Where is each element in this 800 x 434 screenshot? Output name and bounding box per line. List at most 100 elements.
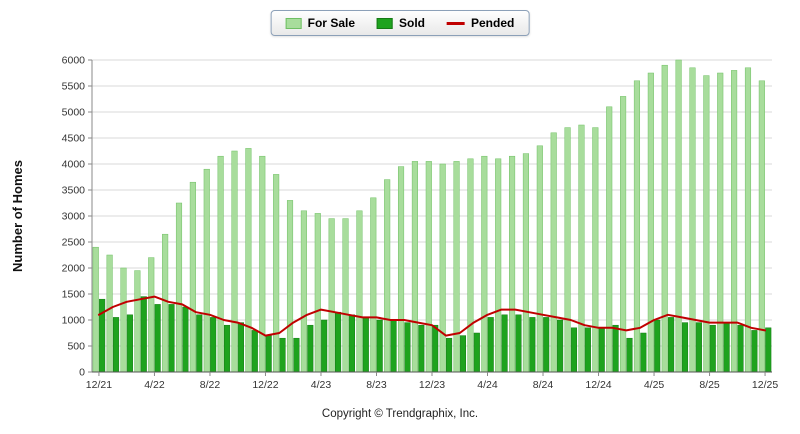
sold-bar [598, 327, 605, 373]
x-tick-label: 12/21 [86, 379, 112, 391]
x-tick-label: 12/24 [585, 379, 611, 391]
for-sale-bar [189, 181, 196, 373]
sold-bar [723, 322, 730, 373]
sold-bar [223, 324, 231, 373]
sold-bar [265, 335, 272, 373]
sold-bar [307, 324, 314, 373]
for-sale-bar [342, 218, 349, 373]
for-sale-bar [606, 106, 613, 373]
sold-bar [126, 314, 133, 373]
y-tick-label: 3500 [62, 185, 86, 197]
for-sale-bar [509, 155, 516, 373]
for-sale-bar [370, 197, 377, 373]
sold-bar [668, 317, 675, 373]
for-sale-bar [717, 72, 724, 373]
for-sale-bar [92, 246, 99, 373]
for-sale-bar [217, 155, 224, 373]
sold-bar [376, 319, 383, 373]
for-sale-bar [411, 161, 418, 373]
for-sale-bar [314, 213, 321, 373]
for-sale-bar [703, 75, 710, 373]
for-sale-bar [481, 155, 488, 373]
y-axis-title: Number of Homes [10, 160, 25, 272]
sold-bar [487, 317, 494, 373]
x-tick-label: 4/23 [311, 379, 332, 391]
for-sale-bar [286, 200, 294, 373]
legend: For Sale Sold Pended [270, 10, 530, 36]
legend-item-for-sale: For Sale [285, 16, 355, 30]
x-tick-label: 8/25 [699, 379, 720, 391]
for-sale-bar [467, 158, 474, 373]
for-sale-bar [148, 257, 155, 373]
sold-bar [681, 322, 689, 373]
sold-bar [418, 324, 425, 373]
sold-bar [210, 317, 217, 373]
pended-series-line [97, 295, 767, 337]
for-sale-bar [397, 166, 405, 373]
x-tick-label: 8/23 [366, 379, 387, 391]
legend-item-pended: Pended [447, 16, 514, 30]
for-sale-bar [273, 174, 280, 373]
for-sale-bar [495, 158, 502, 373]
legend-label-sold: Sold [399, 16, 426, 30]
y-tick-label: 1500 [62, 289, 86, 301]
for-sale-bar [731, 70, 738, 373]
y-tick-label: 5000 [62, 107, 86, 119]
y-tick-label: 2500 [62, 237, 86, 249]
for-sale-bar [425, 161, 432, 373]
sold-bar [543, 317, 550, 373]
y-tick-label: 3000 [62, 211, 86, 223]
x-tick-label: 4/22 [144, 379, 165, 391]
for-sale-bar [758, 80, 765, 373]
sold-bar [515, 314, 522, 373]
sold-bar [154, 304, 161, 373]
sold-bar [446, 337, 453, 373]
y-tick-labels: 0 500 1000 1500 2000 2500 3000 3500 4000 4500 5000… [62, 55, 86, 379]
y-tick-label: 4500 [62, 133, 86, 145]
sold-swatch [377, 17, 394, 29]
for-sale-bar [536, 145, 543, 373]
copyright: Copyright © Trendgraphix, Inc. [321, 408, 479, 420]
sold-bar [584, 327, 591, 373]
x-tick-label: 8/24 [533, 379, 554, 391]
for-sale-bar [675, 59, 682, 373]
sold-bar [293, 337, 300, 373]
sold-bar [251, 330, 258, 373]
pended-line-swatch [447, 21, 466, 25]
for-sale-bar [592, 127, 599, 373]
legend-label-pended: Pended [471, 16, 515, 30]
for-sale-bar [162, 233, 169, 373]
sold-bar [501, 314, 508, 373]
for-sale-bar [245, 148, 252, 373]
sold-bar [737, 324, 744, 373]
y-tick-label: 500 [67, 341, 85, 353]
x-tick-label: 8/22 [200, 379, 221, 391]
sold-bar [695, 322, 702, 373]
sold-bar [570, 327, 578, 373]
sold-bar [112, 317, 120, 373]
pended-line [97, 295, 767, 337]
sold-bar [709, 324, 716, 373]
for-sale-bar [328, 218, 335, 373]
sold-bar [390, 319, 397, 373]
for-sale-bar [356, 210, 363, 373]
y-tick-label: 1000 [62, 315, 86, 327]
sold-bar [432, 324, 439, 373]
x-tick-label: 4/24 [477, 379, 498, 391]
y-tick-label: 4000 [62, 159, 86, 171]
sold-bar [626, 337, 633, 373]
sold-bar [612, 324, 619, 373]
x-tick-labels: 12/21 4/22 8/22 12/22 4/23 8/23 12/23 4/24 8/24 1… [86, 379, 779, 391]
for-sale-bar [550, 132, 557, 373]
sold-bar [237, 322, 244, 373]
for-sale-bar [439, 163, 446, 373]
sold-bar [196, 314, 203, 373]
sold-bar [348, 314, 355, 373]
legend-item-sold: Sold [377, 16, 425, 30]
y-tick-label: 5500 [62, 81, 86, 93]
for-sale-bar [134, 270, 141, 373]
x-tick-label: 12/25 [752, 379, 778, 391]
for-sale-bar [564, 127, 571, 373]
axes [88, 59, 772, 376]
for-sale-bar [203, 168, 210, 373]
